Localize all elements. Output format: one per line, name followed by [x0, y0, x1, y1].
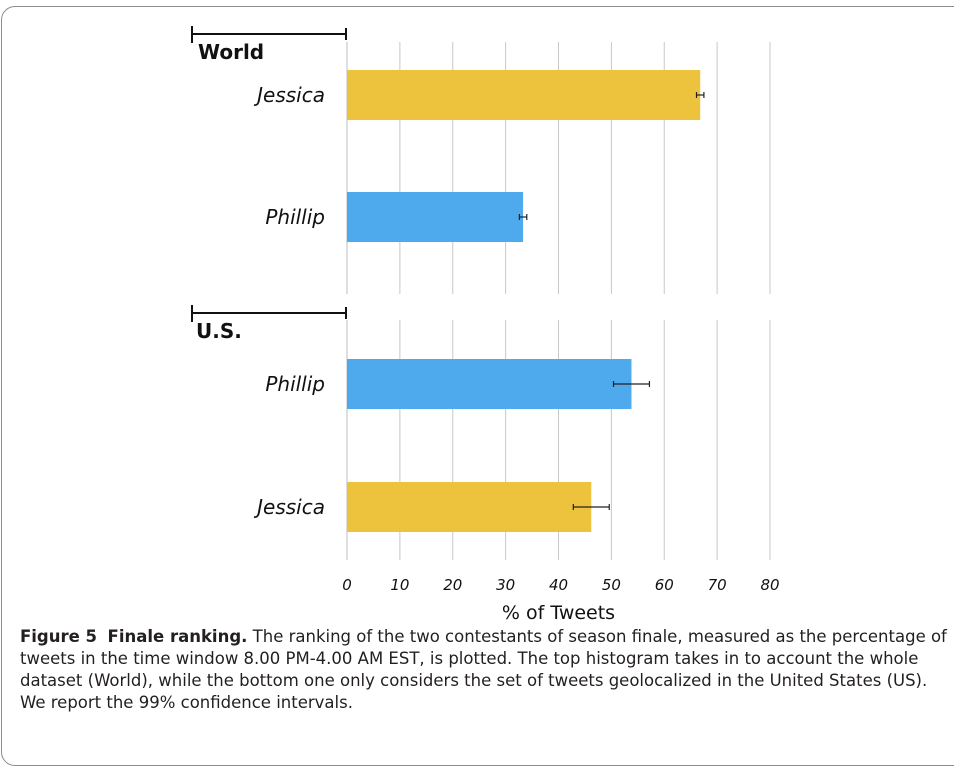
x-tick-label: 50	[602, 576, 621, 594]
x-tick-label: 40	[549, 576, 568, 594]
finale-ranking-chart: World Jessica Phillip U.S. Phillip Jessica 0 10…	[191, 26, 780, 620]
x-tick-label: 30	[496, 576, 515, 594]
panel-title: U.S.	[196, 319, 242, 343]
bar	[347, 359, 632, 409]
caption-title: Finale ranking.	[107, 627, 248, 646]
category-label: Phillip	[265, 205, 325, 229]
panel-title: World	[198, 40, 264, 64]
category-label: Jessica	[253, 495, 325, 519]
bar	[347, 192, 524, 242]
caption-text: The ranking of the two contestants of se…	[20, 627, 947, 712]
x-tick-label: 0	[342, 576, 352, 594]
x-tick-label: 80	[760, 576, 779, 594]
x-tick-label: 10	[390, 576, 409, 594]
figure-caption: Figure 5 Finale ranking. The ranking of …	[20, 626, 950, 714]
bar	[347, 70, 701, 120]
x-tick-label: 20	[443, 576, 462, 594]
x-axis-label: % of Tweets	[502, 602, 615, 620]
x-tick-label: 60	[655, 576, 674, 594]
x-tick-label: 70	[708, 576, 727, 594]
bar	[347, 482, 592, 532]
caption-label: Figure 5	[20, 627, 98, 646]
figure-frame	[1, 6, 954, 766]
category-label: Phillip	[265, 372, 325, 396]
category-label: Jessica	[253, 83, 325, 107]
